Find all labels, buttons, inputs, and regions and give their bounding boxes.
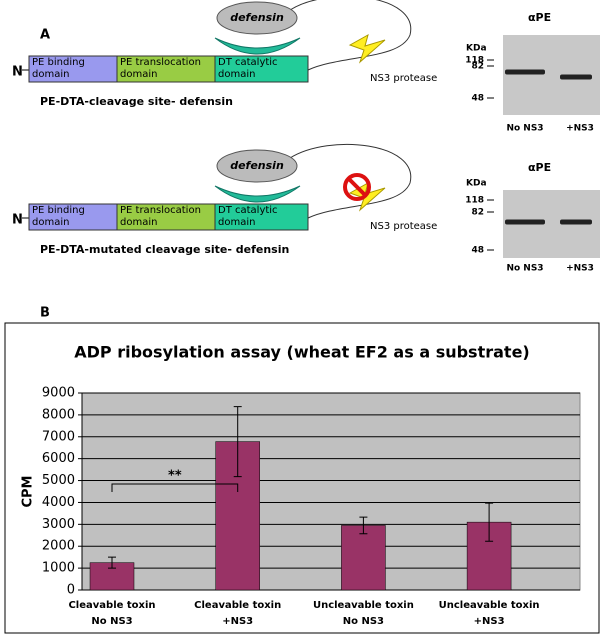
x-tick-label: Cleavable toxin: [194, 600, 281, 611]
domain-label: domain: [32, 217, 69, 228]
significance-label: **: [168, 469, 182, 484]
domain-label: domain: [32, 69, 69, 80]
loop: [289, 0, 412, 71]
binding-crescent: [214, 37, 301, 55]
block-sign: [347, 177, 367, 197]
protease-label: NS3 protease: [370, 221, 437, 232]
blot-title: αPE: [528, 11, 551, 24]
x-tick-label: No NS3: [343, 616, 384, 627]
marker-label: 118: [465, 196, 484, 206]
marker-label: 82: [471, 208, 484, 218]
domain-label: PE translocation: [120, 205, 201, 216]
domain-label: PE translocation: [120, 57, 201, 68]
defensin-label: defensin: [230, 11, 284, 24]
loop: [289, 143, 412, 219]
x-tick-label: Cleavable toxin: [68, 600, 155, 611]
y-tick-label: 4000: [42, 495, 75, 510]
defensin: [216, 149, 298, 183]
x-tick-label: No NS3: [91, 616, 132, 627]
protease-bolt: [348, 33, 386, 64]
domain-label: PE binding: [32, 57, 85, 68]
y-tick-label: 3000: [42, 517, 75, 532]
domain-box: [116, 55, 216, 83]
binding-crescent: [214, 185, 301, 203]
domain-label: DT catalytic: [218, 57, 278, 68]
n-terminus: N: [12, 213, 23, 228]
block-sign: [343, 173, 371, 201]
error-bar: [485, 502, 494, 542]
marker-label: 48: [471, 94, 484, 104]
x-tick-label: +NS3: [222, 616, 253, 627]
n-terminus: N: [12, 65, 23, 80]
chart-title: ADP ribosylation assay (wheat EF2 as a s…: [74, 343, 529, 362]
significance-bracket: [111, 483, 239, 492]
domain-label: domain: [120, 69, 157, 80]
y-tick-label: 8000: [42, 407, 75, 422]
marker-label: 82: [471, 62, 484, 72]
lane-label: No NS3: [506, 124, 543, 134]
blot-unit: KDa: [466, 44, 487, 54]
y-axis-label: CPM: [21, 475, 36, 507]
y-tick-label: 0: [67, 583, 75, 598]
domain-label: DT catalytic: [218, 205, 278, 216]
y-tick-label: 6000: [42, 451, 75, 466]
domain-box: [28, 203, 118, 231]
panel-label: A: [40, 28, 50, 43]
blot-band: [505, 69, 545, 75]
blot-band: [505, 219, 545, 225]
protease-label: NS3 protease: [370, 73, 437, 84]
x-tick-label: Uncleavable toxin: [439, 600, 540, 611]
error-bar: [233, 406, 242, 478]
y-tick-label: 2000: [42, 539, 75, 554]
error-bar: [108, 556, 116, 569]
lane-label: +NS3: [566, 124, 594, 134]
domain-box: [28, 55, 118, 83]
domain-label: domain: [218, 217, 255, 228]
construct-name: PE-DTA-cleavage site- defensin: [40, 95, 233, 108]
construct-name: PE-DTA-mutated cleavage site- defensin: [40, 243, 289, 256]
domain-box: [214, 55, 309, 83]
blot-band: [560, 219, 592, 225]
blot-band: [560, 74, 592, 80]
marker-label: 48: [471, 246, 484, 256]
y-tick-label: 9000: [42, 386, 75, 401]
y-tick-label: 1000: [42, 561, 75, 576]
error-bar: [359, 516, 368, 535]
domain-label: PE binding: [32, 205, 85, 216]
blot-unit: KDa: [466, 179, 487, 189]
y-tick-label: 5000: [42, 473, 75, 488]
bar: [341, 525, 386, 591]
defensin: [216, 1, 298, 35]
marker-label: 118: [465, 56, 484, 66]
x-tick-label: +NS3: [474, 616, 505, 627]
y-tick-label: 7000: [42, 429, 75, 444]
lane-label: +NS3: [566, 264, 594, 274]
domain-box: [214, 203, 309, 231]
blot-title: αPE: [528, 161, 551, 174]
domain-label: domain: [218, 69, 255, 80]
domain-label: domain: [120, 217, 157, 228]
defensin-label: defensin: [230, 159, 284, 172]
x-tick-label: Uncleavable toxin: [313, 600, 414, 611]
panel-label: B: [40, 306, 50, 321]
lane-label: No NS3: [506, 264, 543, 274]
